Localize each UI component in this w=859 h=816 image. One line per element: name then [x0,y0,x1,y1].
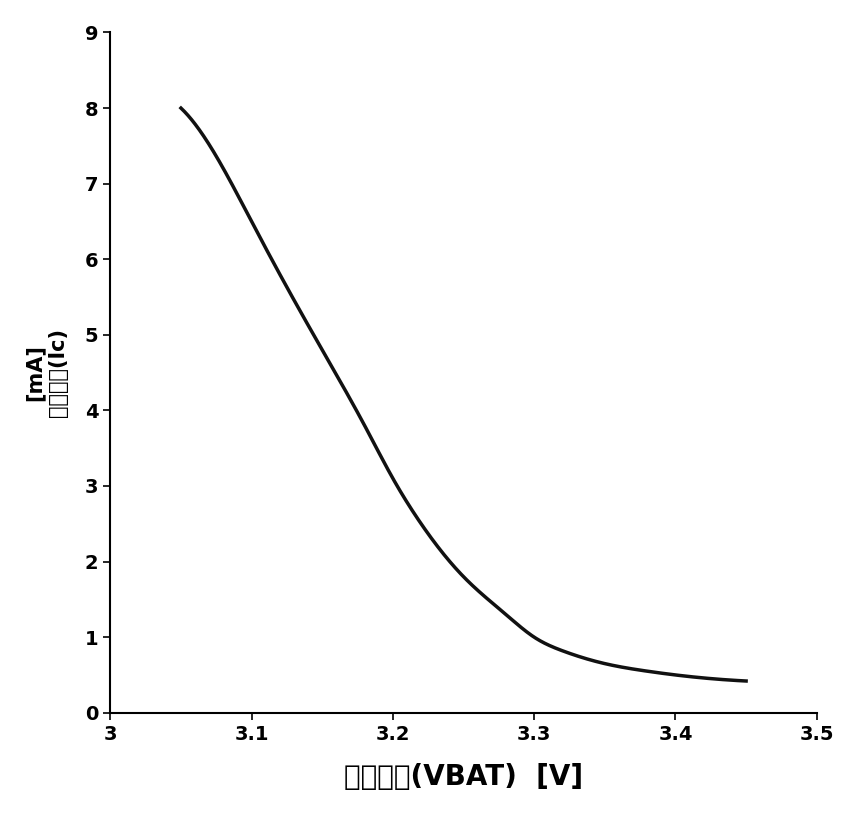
Y-axis label: [mA]
补偿电流(Ic): [mA] 补偿电流(Ic) [25,328,68,417]
X-axis label: 电源电压(VBAT)  [V]: 电源电压(VBAT) [V] [344,763,583,791]
